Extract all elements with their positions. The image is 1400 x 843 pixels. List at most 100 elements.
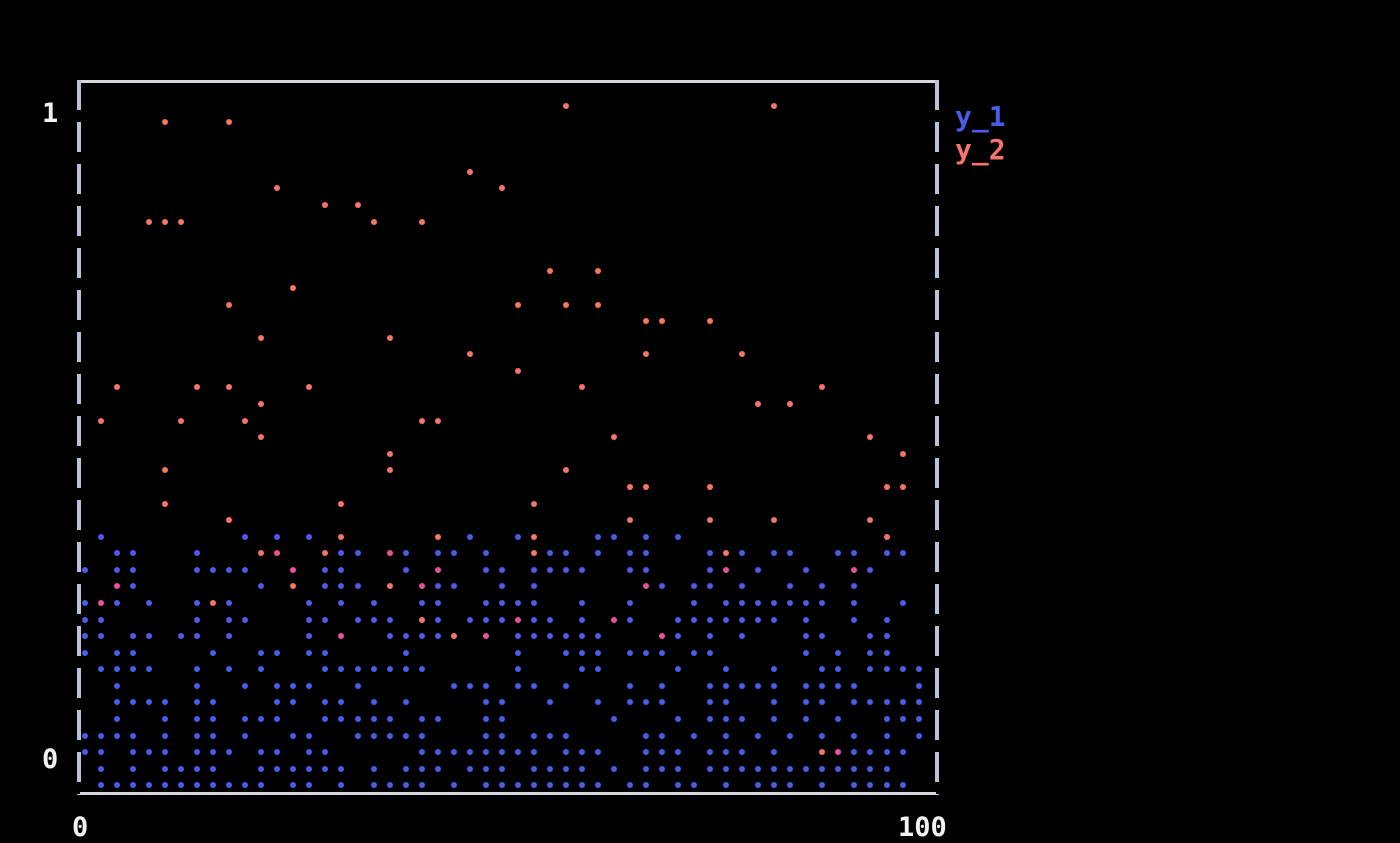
data-point-y1 — [386, 732, 393, 739]
data-point-y1 — [98, 732, 105, 739]
data-point-y1 — [466, 682, 473, 689]
data-point-y1 — [530, 782, 537, 789]
data-point-y1 — [883, 699, 890, 706]
data-point-y1 — [723, 732, 730, 739]
data-point-y1 — [739, 616, 746, 623]
data-point-y2 — [162, 119, 169, 126]
data-point-y1 — [739, 633, 746, 640]
data-point-y2 — [594, 268, 601, 275]
data-point-y1 — [306, 682, 313, 689]
data-point-y2 — [466, 351, 473, 358]
data-point-y2 — [883, 483, 890, 490]
data-point-y1 — [290, 782, 297, 789]
data-point-y2 — [867, 517, 874, 524]
data-point-y1 — [675, 633, 682, 640]
data-point-y2 — [562, 467, 569, 474]
data-point-y2 — [386, 334, 393, 341]
data-point-y1 — [819, 699, 826, 706]
data-point-y2 — [450, 633, 457, 640]
data-point-y2 — [146, 218, 153, 225]
data-point-y1 — [194, 782, 201, 789]
data-point-y1 — [835, 649, 842, 656]
data-point-y1 — [338, 782, 345, 789]
data-point-y1 — [915, 666, 922, 673]
data-point-y1 — [915, 716, 922, 723]
data-point-y1 — [643, 550, 650, 557]
data-point-y1 — [274, 682, 281, 689]
data-point-y1 — [274, 533, 281, 540]
data-point-y1 — [338, 566, 345, 573]
data-point-y2 — [883, 533, 890, 540]
data-point-y1 — [867, 649, 874, 656]
data-point-y1 — [370, 666, 377, 673]
data-point-y1 — [562, 765, 569, 772]
data-point-y1 — [578, 749, 585, 756]
data-point-y1 — [883, 649, 890, 656]
data-point-y1 — [370, 699, 377, 706]
data-point-y1 — [659, 699, 666, 706]
data-point-y1 — [322, 583, 329, 590]
data-point-overlap — [386, 550, 393, 557]
data-point-y1 — [707, 716, 714, 723]
data-point-y1 — [210, 716, 217, 723]
data-point-y2 — [707, 318, 714, 325]
legend: y_1 y_2 — [955, 100, 1006, 166]
data-point-y1 — [723, 682, 730, 689]
data-point-y1 — [418, 765, 425, 772]
data-point-y1 — [627, 566, 634, 573]
plot-border-bottom — [80, 792, 936, 795]
data-point-y1 — [883, 716, 890, 723]
data-point-y2 — [258, 434, 265, 441]
data-point-overlap — [482, 633, 489, 640]
data-point-y1 — [434, 583, 441, 590]
data-point-y2 — [418, 616, 425, 623]
data-point-y1 — [899, 716, 906, 723]
data-point-y1 — [899, 782, 906, 789]
data-point-y1 — [787, 782, 794, 789]
data-point-y1 — [739, 749, 746, 756]
data-point-y1 — [162, 699, 169, 706]
data-point-y1 — [402, 566, 409, 573]
data-point-y1 — [578, 666, 585, 673]
data-point-y1 — [242, 566, 249, 573]
data-point-y1 — [450, 749, 457, 756]
data-point-y2 — [610, 434, 617, 441]
data-point-y1 — [723, 666, 730, 673]
data-point-y1 — [610, 765, 617, 772]
data-point-y1 — [546, 699, 553, 706]
data-point-y2 — [306, 384, 313, 391]
data-point-y1 — [114, 716, 121, 723]
data-point-y1 — [707, 649, 714, 656]
data-point-y1 — [915, 732, 922, 739]
data-point-y1 — [867, 633, 874, 640]
data-point-y1 — [370, 732, 377, 739]
data-point-y1 — [146, 699, 153, 706]
y-axis-tick-bottom: 0 — [42, 744, 59, 775]
data-point-y1 — [610, 716, 617, 723]
data-point-y2 — [643, 318, 650, 325]
data-point-y1 — [194, 682, 201, 689]
data-point-y2 — [434, 533, 441, 540]
data-point-y1 — [739, 765, 746, 772]
data-point-y1 — [643, 566, 650, 573]
legend-entry-y1: y_1 — [955, 100, 1006, 133]
data-point-y1 — [210, 732, 217, 739]
data-point-overlap — [643, 583, 650, 590]
data-point-y1 — [675, 749, 682, 756]
data-point-y2 — [162, 500, 169, 507]
data-point-y1 — [530, 616, 537, 623]
data-point-y1 — [643, 782, 650, 789]
data-point-y2 — [530, 550, 537, 557]
data-point-y1 — [322, 566, 329, 573]
data-point-y1 — [82, 732, 88, 739]
data-point-y1 — [194, 566, 201, 573]
data-point-y2 — [162, 218, 169, 225]
data-point-y1 — [290, 765, 297, 772]
data-point-y1 — [402, 765, 409, 772]
data-point-y1 — [530, 682, 537, 689]
data-point-y2 — [338, 533, 345, 540]
data-point-y1 — [578, 633, 585, 640]
data-point-y1 — [675, 716, 682, 723]
data-point-y1 — [819, 599, 826, 606]
data-point-y1 — [643, 699, 650, 706]
